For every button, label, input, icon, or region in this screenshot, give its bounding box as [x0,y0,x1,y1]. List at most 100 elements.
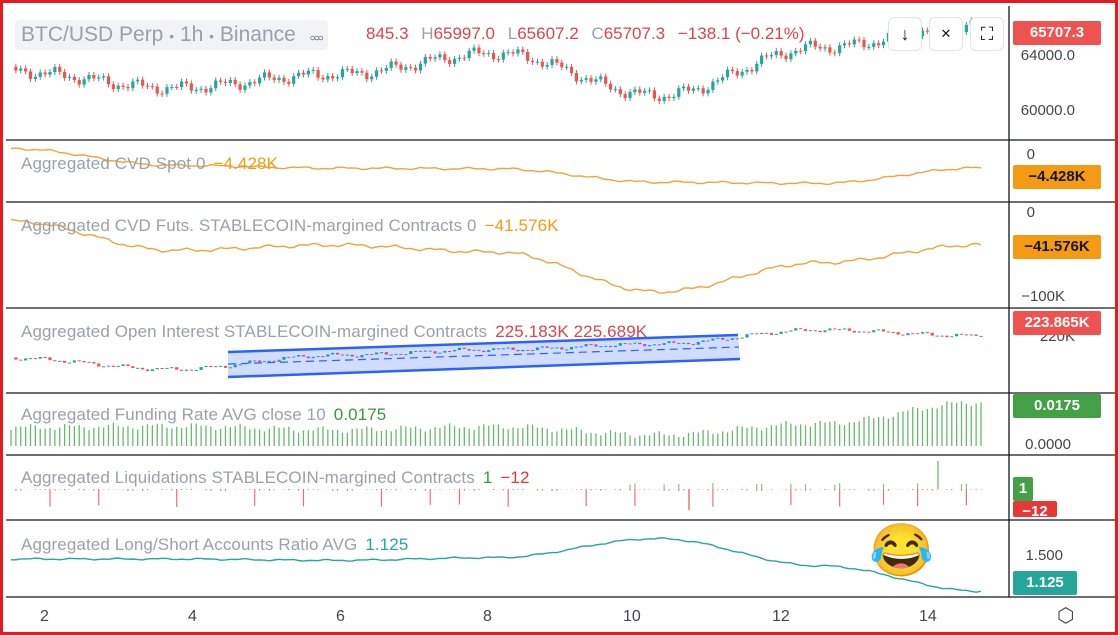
open-interest-candle [613,345,618,348]
price-candle [696,88,700,90]
open-interest-candle [121,364,125,366]
open-interest-candle [53,360,57,362]
price-candle [48,71,52,75]
price-candle [350,68,354,74]
price-candle [189,83,193,91]
price-candle [370,76,374,80]
price-candle [803,44,808,52]
open-interest-candle [716,337,720,339]
price-candle [545,64,549,67]
price-candle [721,77,725,81]
open-interest-candle [584,344,588,347]
open-interest-candle [418,350,423,352]
price-candle [462,57,466,59]
exchange[interactable]: Binance [219,23,296,46]
download-icon[interactable]: ↓ [888,17,922,51]
price-candle [272,77,276,80]
open-interest-candle [842,328,847,330]
price-candle [799,50,803,52]
open-interest-candle [345,354,349,356]
price-candle [374,70,379,77]
price-candle [433,57,437,59]
open-interest-candle [540,346,544,348]
price-candle [296,72,301,77]
open-interest-candle [433,351,437,354]
open-interest-candle [779,331,783,334]
fullscreen-icon[interactable]: ⛶ [970,17,1004,51]
price-candle [808,40,812,45]
open-interest-candle [448,350,452,352]
price-candle [920,30,925,37]
price-candle [735,71,739,76]
price-candle [457,57,462,59]
open-interest-candle [321,356,325,358]
open-interest-candle [838,329,842,331]
symbol-name[interactable]: BTC/USD Perp [21,23,164,46]
price-candle [409,67,413,69]
open-interest-candle [560,347,564,350]
price-candle [87,74,91,80]
price-candle [964,24,968,33]
open-interest-candle [19,359,23,361]
price-candle [691,88,696,91]
open-interest-candle [394,353,398,355]
tears-of-joy-emoji[interactable]: 😂 [869,522,934,580]
price-candle [716,80,720,82]
price-candle [487,53,491,55]
open-interest-candle [301,355,306,357]
price-candle [136,79,140,82]
open-interest-candle [404,354,408,356]
more-icon[interactable]: ○○○ [309,33,324,44]
price-candle [769,55,774,57]
settings-icon[interactable]: ⬡ [1057,605,1075,627]
open-interest-candle [608,345,613,348]
price-candle [784,55,788,60]
open-interest-candle [184,369,189,371]
price-candle [43,72,47,75]
price-candle [77,80,81,85]
open-interest-candle [784,331,788,333]
price-candle [477,47,481,54]
collapse-icon[interactable]: ✕ [929,17,963,51]
price-candle [287,81,291,84]
open-interest-candle [423,350,427,352]
price-candle [248,82,252,86]
price-candle [618,89,622,95]
open-interest-candle [399,353,403,355]
price-candle [253,82,257,84]
low-value: 65607.2 [517,24,579,43]
open-interest-candle [501,348,505,350]
open-interest-candle [462,347,466,349]
open-interest-candle [872,330,876,333]
price-candle [764,55,769,57]
open-interest-candle [365,354,369,356]
open-interest-candle [686,342,691,345]
price-candle [326,76,330,80]
liquidations-value: 1 [482,468,493,487]
open-interest-candle [550,347,554,349]
open-interest-candle [769,332,774,335]
open-interest-candle [565,349,569,351]
price-candle [730,69,735,72]
interval[interactable]: 1h [179,23,204,46]
open-interest-candle [823,330,827,333]
price-candle [881,41,886,46]
price-candle [131,81,135,89]
price-candle [877,43,881,46]
open-interest-candle [199,366,203,370]
price-candle [521,49,525,52]
price-candle [292,76,296,84]
open-interest-candle [516,349,520,352]
open-interest-candle [901,334,905,336]
cvd-futs-title: Aggregated CVD Futs. STABLECOIN-margined… [21,216,559,235]
open-interest-candle [750,333,754,335]
price-candle [19,68,23,71]
symbol-header[interactable]: BTC/USD Perp • 1h • Binance ○○○ [15,20,328,50]
price-candle [467,50,471,59]
open-interest-candle [248,360,252,364]
open-interest-candle [930,332,934,336]
price-candle [331,76,335,79]
open-interest-candle [43,356,47,358]
cvd-futs-value: −41.576K [484,216,559,235]
open-interest-candle [272,360,276,362]
